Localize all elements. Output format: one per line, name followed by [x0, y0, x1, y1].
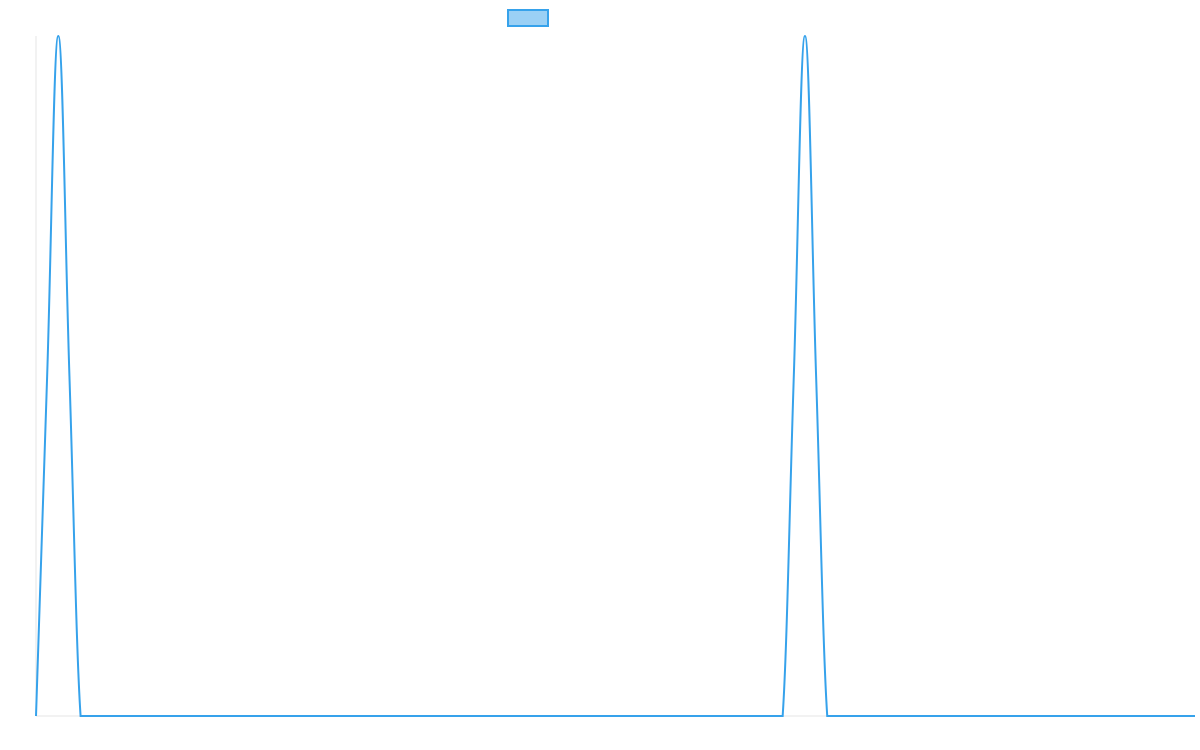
line: [35, 34, 1195, 717]
legend-swatch[interactable]: [507, 9, 549, 27]
